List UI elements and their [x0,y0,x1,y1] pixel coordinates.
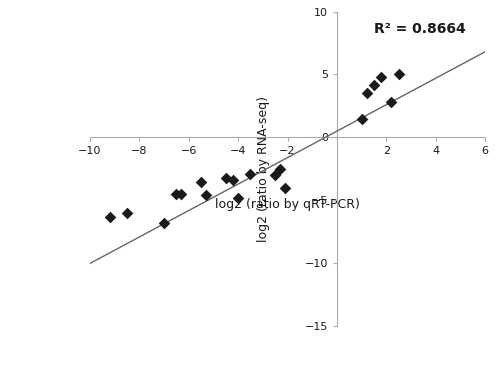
Point [202,192,210,199]
Point [370,81,378,88]
Point [234,195,242,201]
Point [276,166,284,172]
Point [172,191,180,197]
Point [106,214,114,220]
Point [178,191,186,197]
X-axis label: log2 (ratio by qRT-PCR): log2 (ratio by qRT-PCR) [215,198,360,211]
Point [160,220,168,226]
Text: R² = 0.8664: R² = 0.8664 [374,22,466,36]
Point [358,116,366,122]
Point [229,177,237,184]
Y-axis label: log2 (ratio by RNA-seq): log2 (ratio by RNA-seq) [257,96,270,242]
Point [246,171,254,177]
Point [362,90,370,96]
Point [378,74,386,80]
Point [271,172,279,178]
Point [281,185,289,191]
Point [123,210,131,216]
Point [394,71,402,78]
Point [197,179,205,185]
Point [222,175,230,181]
Point [387,99,395,105]
